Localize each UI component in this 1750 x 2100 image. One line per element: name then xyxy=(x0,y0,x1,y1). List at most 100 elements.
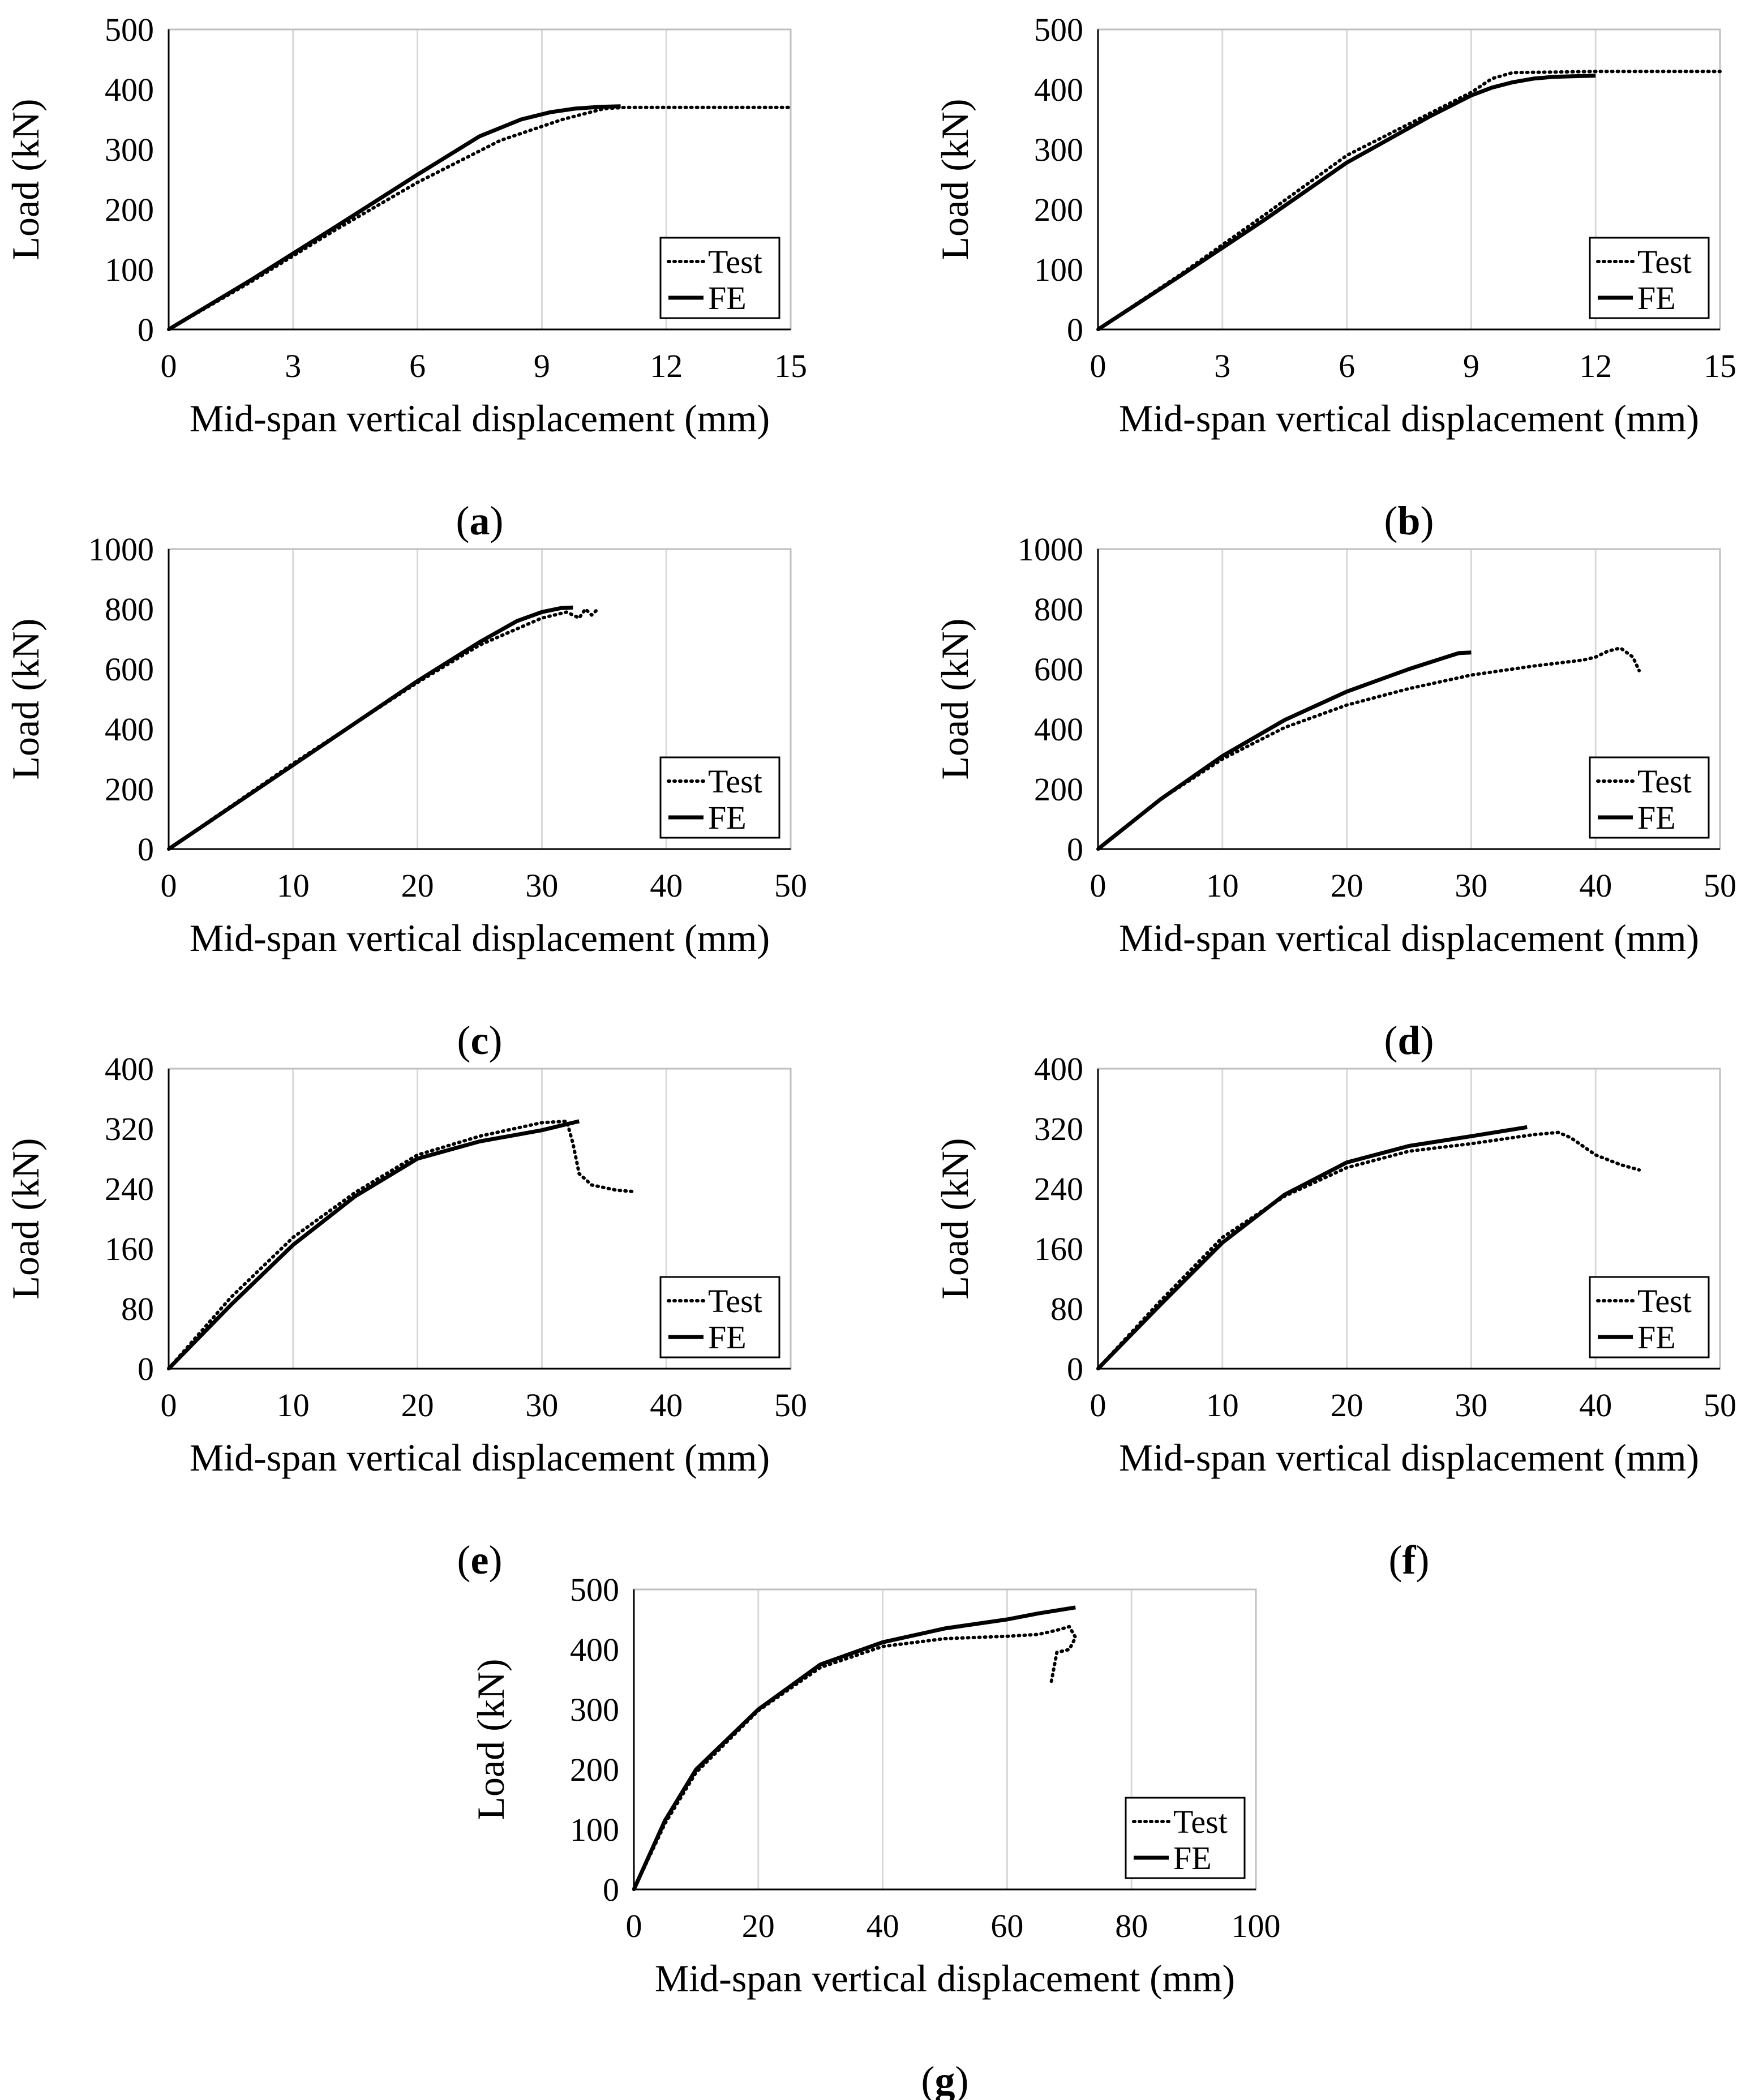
y-tick-label: 0 xyxy=(1067,1351,1083,1387)
y-tick-label: 80 xyxy=(121,1291,154,1327)
x-tick-label: 50 xyxy=(1704,867,1736,904)
series-line-fe xyxy=(1097,74,1596,331)
y-tick-label: 400 xyxy=(105,1051,154,1087)
y-tick-label: 240 xyxy=(105,1171,154,1207)
y-tick-label: 320 xyxy=(105,1111,154,1147)
panel-label: (d) xyxy=(1384,1018,1434,1063)
chart-panel-c: 0 10 20 30 40 50 0 200 400 600 800 1000 Mid-span ver… xyxy=(4,531,807,1063)
y-tick-label: 100 xyxy=(1034,251,1083,288)
y-tick-label: 400 xyxy=(105,71,154,108)
y-tick-label: 200 xyxy=(570,1751,619,1788)
x-tick-label: 40 xyxy=(650,1387,683,1424)
series-line-test xyxy=(1096,1130,1641,1370)
x-tick-label: 20 xyxy=(401,867,434,904)
x-tick-label: 50 xyxy=(774,867,807,904)
series-line-fe xyxy=(167,1119,580,1370)
x-tick-label: 20 xyxy=(1331,867,1363,904)
x-tick-label: 10 xyxy=(1206,867,1239,904)
panel-label: (c) xyxy=(457,1018,503,1063)
legend-label-test: Test xyxy=(1637,1283,1692,1319)
x-tick-label: 0 xyxy=(1090,867,1106,904)
panel-label: (f) xyxy=(1389,1537,1430,1583)
y-tick-label: 200 xyxy=(1034,191,1083,228)
y-tick-label: 100 xyxy=(105,251,154,288)
y-axis-title: Load (kN) xyxy=(4,618,47,779)
legend-label-test: Test xyxy=(1637,243,1692,280)
series-line-fe xyxy=(1096,1125,1528,1370)
x-tick-label: 6 xyxy=(409,348,426,384)
y-tick-label: 400 xyxy=(105,711,154,748)
legend-box xyxy=(1589,1276,1710,1358)
x-axis-title: Mid-span vertical displacement (mm) xyxy=(1119,916,1699,959)
legend-label-fe: FE xyxy=(1637,1319,1676,1356)
y-tick-label: 300 xyxy=(1034,131,1083,168)
x-axis-title: Mid-span vertical displacement (mm) xyxy=(190,397,770,440)
legend-label-test: Test xyxy=(708,1283,762,1319)
y-tick-label: 800 xyxy=(105,591,154,628)
y-tick-label: 0 xyxy=(1067,831,1083,868)
panel-label: (e) xyxy=(457,1537,503,1583)
legend-label-test: Test xyxy=(708,243,762,280)
x-tick-label: 10 xyxy=(277,1387,310,1424)
y-tick-label: 300 xyxy=(105,131,154,168)
y-tick-label: 320 xyxy=(1034,1111,1083,1147)
x-tick-label: 30 xyxy=(525,1387,558,1424)
y-tick-label: 0 xyxy=(603,1871,619,1908)
x-tick-label: 60 xyxy=(990,1908,1023,1944)
legend-label-fe: FE xyxy=(708,799,747,836)
y-tick-label: 1000 xyxy=(1018,531,1083,568)
chart-panel-b: 0 3 6 9 12 15 0 100 200 300 400 500 Mid-span vertica… xyxy=(933,11,1736,543)
x-tick-label: 40 xyxy=(1579,867,1612,904)
x-tick-label: 30 xyxy=(525,867,558,904)
y-tick-label: 500 xyxy=(105,11,154,48)
chart-panel-g: 0 20 40 60 80 100 0 100 200 300 400 500 Mid-span ver… xyxy=(469,1571,1281,2100)
legend-label-fe: FE xyxy=(708,280,747,316)
x-tick-label: 40 xyxy=(1579,1387,1612,1424)
chart-panel-e: 0 10 20 30 40 50 0 80 160 240 320 400 Mid-span verti… xyxy=(4,1051,807,1583)
series-line-test xyxy=(632,1625,1078,1891)
x-tick-label: 10 xyxy=(1206,1387,1239,1424)
y-tick-label: 100 xyxy=(570,1811,619,1848)
x-tick-label: 12 xyxy=(1579,348,1612,384)
x-tick-label: 20 xyxy=(742,1908,775,1944)
series-line-test xyxy=(167,105,792,331)
y-tick-label: 0 xyxy=(138,831,154,868)
y-tick-label: 0 xyxy=(138,311,154,348)
panel-letter: f xyxy=(1402,1537,1417,1583)
y-tick-label: 160 xyxy=(105,1231,154,1267)
y-axis-title: Load (kN) xyxy=(469,1658,512,1820)
y-axis-title: Load (kN) xyxy=(4,1138,47,1299)
x-tick-label: 20 xyxy=(1331,1387,1363,1424)
legend-label-test: Test xyxy=(708,763,762,800)
panel-letter: c xyxy=(471,1018,489,1063)
series-line-fe xyxy=(1096,650,1472,851)
legend-box xyxy=(659,1276,780,1358)
panel-letter: b xyxy=(1397,498,1420,543)
y-tick-label: 240 xyxy=(1034,1171,1083,1207)
x-axis-title: Mid-span vertical displacement (mm) xyxy=(190,1436,770,1479)
x-tick-label: 0 xyxy=(161,867,177,904)
x-tick-label: 30 xyxy=(1455,867,1487,904)
y-tick-label: 400 xyxy=(1034,71,1083,108)
y-tick-label: 1000 xyxy=(88,531,154,568)
y-tick-label: 300 xyxy=(570,1691,619,1728)
legend-label-fe: FE xyxy=(708,1319,747,1356)
x-tick-label: 9 xyxy=(534,348,550,384)
panel-label: (b) xyxy=(1384,498,1434,543)
legend-label-test: Test xyxy=(1637,763,1692,800)
series-line-test xyxy=(167,607,600,851)
x-tick-label: 40 xyxy=(650,867,683,904)
x-tick-label: 12 xyxy=(650,348,683,384)
panel-label: (g) xyxy=(921,2058,969,2100)
y-tick-label: 400 xyxy=(570,1631,619,1668)
series-line-test xyxy=(1096,646,1641,851)
legend-box xyxy=(1589,756,1710,839)
y-axis-title: Load (kN) xyxy=(933,98,976,260)
series-line-fe xyxy=(168,605,573,851)
legend-box xyxy=(659,237,780,319)
x-tick-label: 100 xyxy=(1232,1908,1281,1944)
